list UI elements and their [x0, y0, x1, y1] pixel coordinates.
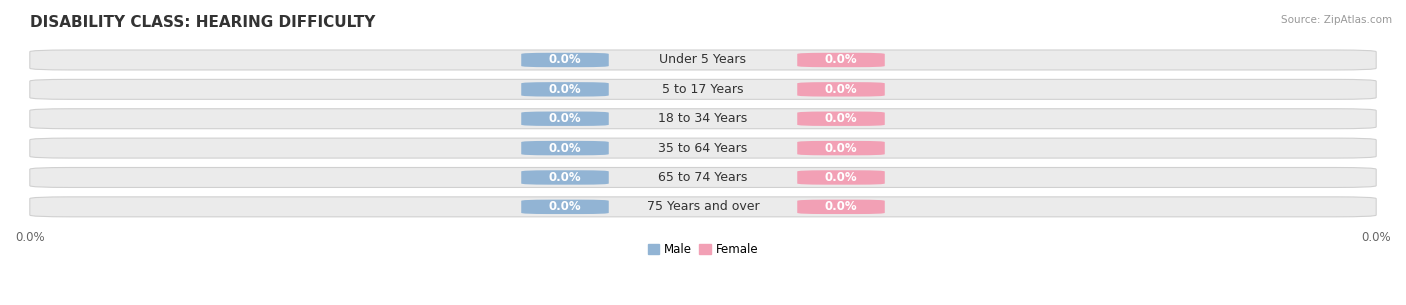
- FancyBboxPatch shape: [797, 200, 884, 214]
- Text: 35 to 64 Years: 35 to 64 Years: [658, 142, 748, 155]
- FancyBboxPatch shape: [30, 138, 1376, 158]
- Text: 0.0%: 0.0%: [825, 112, 858, 125]
- Text: 0.0%: 0.0%: [548, 142, 581, 155]
- FancyBboxPatch shape: [797, 53, 884, 67]
- Text: 18 to 34 Years: 18 to 34 Years: [658, 112, 748, 125]
- Text: 0.0%: 0.0%: [825, 171, 858, 184]
- FancyBboxPatch shape: [522, 112, 609, 126]
- FancyBboxPatch shape: [522, 141, 609, 155]
- Text: DISABILITY CLASS: HEARING DIFFICULTY: DISABILITY CLASS: HEARING DIFFICULTY: [30, 15, 375, 30]
- FancyBboxPatch shape: [30, 167, 1376, 188]
- FancyBboxPatch shape: [522, 82, 609, 97]
- Text: Source: ZipAtlas.com: Source: ZipAtlas.com: [1281, 15, 1392, 25]
- Text: 0.0%: 0.0%: [548, 83, 581, 96]
- FancyBboxPatch shape: [30, 50, 1376, 70]
- FancyBboxPatch shape: [797, 170, 884, 185]
- Text: 0.0%: 0.0%: [548, 112, 581, 125]
- FancyBboxPatch shape: [522, 170, 609, 185]
- Text: 0.0%: 0.0%: [548, 200, 581, 213]
- FancyBboxPatch shape: [797, 112, 884, 126]
- Text: 0.0%: 0.0%: [548, 171, 581, 184]
- FancyBboxPatch shape: [522, 200, 609, 214]
- FancyBboxPatch shape: [522, 53, 609, 67]
- Text: 75 Years and over: 75 Years and over: [647, 200, 759, 213]
- FancyBboxPatch shape: [797, 82, 884, 97]
- Text: 0.0%: 0.0%: [825, 200, 858, 213]
- FancyBboxPatch shape: [30, 197, 1376, 217]
- Legend: Male, Female: Male, Female: [643, 238, 763, 261]
- FancyBboxPatch shape: [30, 79, 1376, 99]
- FancyBboxPatch shape: [797, 141, 884, 155]
- Text: 65 to 74 Years: 65 to 74 Years: [658, 171, 748, 184]
- Text: Under 5 Years: Under 5 Years: [659, 53, 747, 66]
- Text: 5 to 17 Years: 5 to 17 Years: [662, 83, 744, 96]
- FancyBboxPatch shape: [30, 109, 1376, 129]
- Text: 0.0%: 0.0%: [825, 83, 858, 96]
- Text: 0.0%: 0.0%: [825, 142, 858, 155]
- Text: 0.0%: 0.0%: [548, 53, 581, 66]
- Text: 0.0%: 0.0%: [825, 53, 858, 66]
